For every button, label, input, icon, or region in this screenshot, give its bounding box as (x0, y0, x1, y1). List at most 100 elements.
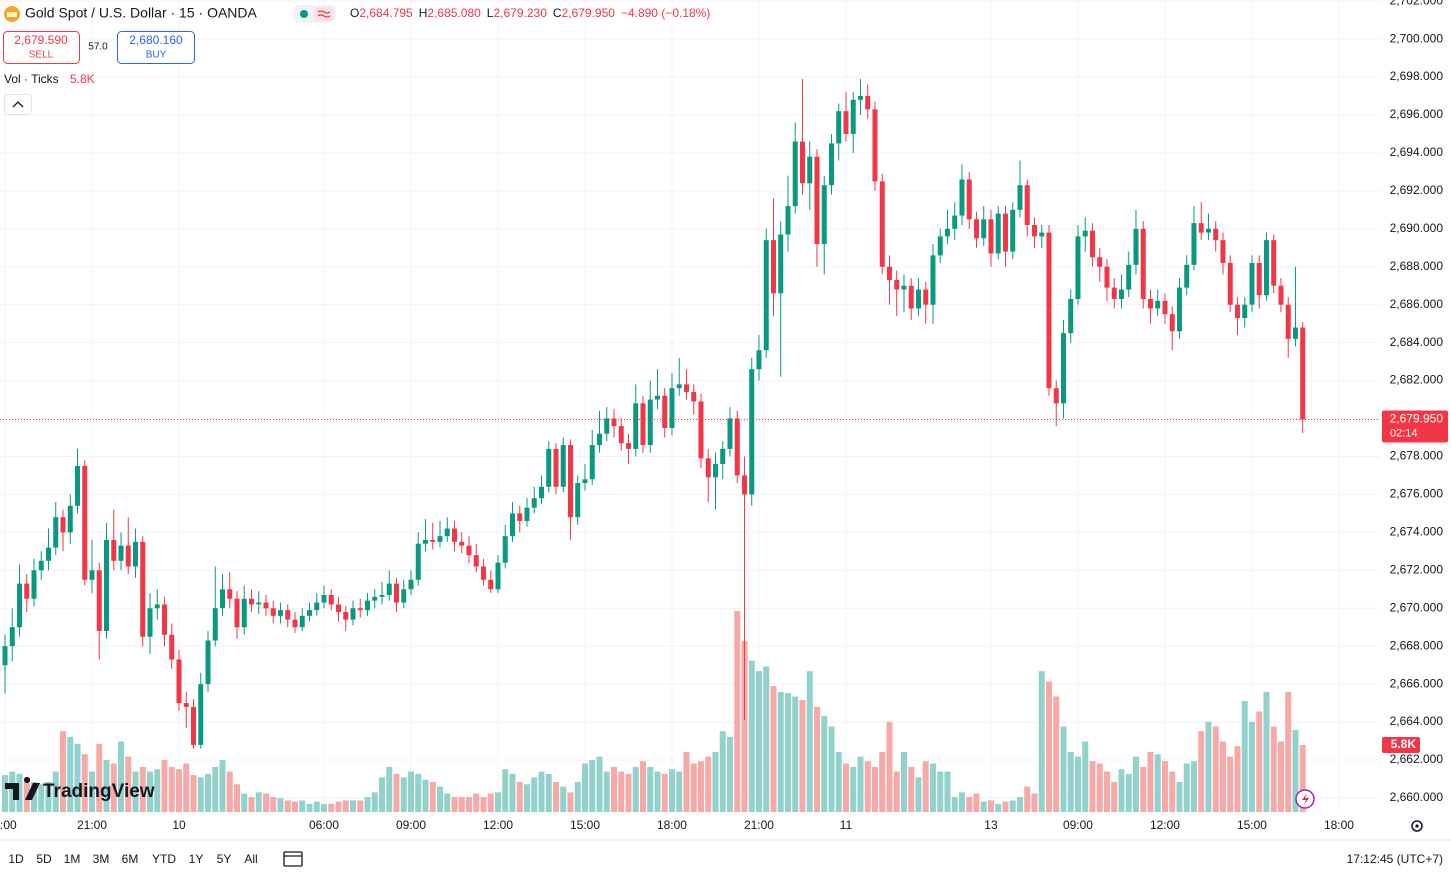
candle-body (488, 579, 494, 590)
symbol-icon-bar (7, 12, 17, 17)
y-tick-label: 2,670.000 (1390, 600, 1444, 614)
range-button[interactable]: All (244, 852, 257, 866)
candle-body (1039, 232, 1045, 237)
settings-icon[interactable] (1411, 820, 1423, 832)
x-tick-label: 8:00 (0, 818, 17, 832)
candle-body (712, 464, 718, 478)
candle-body (350, 608, 356, 620)
candle-body (850, 99, 856, 134)
volume-bar (31, 781, 38, 812)
candle-body (836, 111, 842, 144)
candle-body (1155, 300, 1161, 309)
volume-bar (792, 696, 799, 812)
volume-bar (596, 756, 603, 812)
volume-bar (436, 786, 443, 812)
volume-bar (190, 775, 197, 812)
volume-bar (545, 773, 552, 812)
volume-bar (349, 800, 356, 812)
candle-body (524, 507, 530, 521)
candle-body (53, 517, 59, 548)
collapse-button[interactable] (4, 94, 32, 115)
candle-body (1198, 223, 1204, 233)
y-tick-label: 2,694.000 (1390, 145, 1444, 159)
candle-body (821, 185, 827, 244)
candle-body (582, 479, 588, 484)
candle-body (799, 141, 805, 184)
candle-body (1249, 262, 1255, 305)
volume-bar (806, 671, 813, 812)
candle-body (749, 369, 755, 495)
candle-body (1271, 240, 1277, 286)
candle-body (894, 280, 900, 290)
candle-body (161, 604, 167, 635)
volume-bar (16, 773, 23, 812)
volume-bar (1219, 741, 1226, 812)
legend-value: 2,685.080 (427, 6, 481, 20)
symbol-title[interactable]: Gold Spot / U.S. Dollar · 15 · OANDA (25, 5, 258, 21)
candle-body (538, 486, 544, 499)
range-button[interactable]: 6M (122, 852, 139, 866)
candle-body (1263, 240, 1269, 296)
candle-body (1285, 304, 1291, 339)
candle-body (256, 602, 262, 605)
candle-body (31, 570, 37, 599)
range-button[interactable]: 1M (64, 852, 81, 866)
volume-bar (705, 756, 712, 812)
candle-body (923, 289, 929, 305)
candle-body (770, 240, 776, 294)
volume-bar (980, 801, 987, 812)
candle-body (698, 401, 704, 459)
volume-bar (755, 671, 762, 812)
volume-bar (893, 771, 900, 812)
range-button[interactable]: 5Y (217, 852, 232, 866)
volume-bar (908, 766, 915, 812)
buy-button[interactable] (117, 31, 195, 64)
candle-body (357, 608, 363, 611)
x-tick-label: 18:00 (1324, 818, 1354, 832)
volume-bar (726, 736, 733, 812)
volume-bar (1299, 745, 1306, 812)
volume-bar (1118, 769, 1125, 812)
candle-body (140, 541, 146, 637)
candle-body (328, 594, 334, 605)
candle-body (263, 602, 269, 609)
volume-bar (886, 721, 893, 812)
range-button[interactable]: 1Y (189, 852, 204, 866)
range-button[interactable]: YTD (152, 852, 176, 866)
candle-body (219, 589, 225, 609)
x-tick-label: 21:00 (77, 818, 107, 832)
sell-price: 2,679.590 (14, 33, 68, 47)
candle-body (430, 539, 436, 542)
volume-bar (879, 751, 886, 812)
logo-text[interactable]: TradingView (43, 781, 155, 802)
volume-bar (770, 686, 777, 812)
candle-body (118, 545, 124, 561)
market-open-dot (300, 10, 308, 18)
candle-body (944, 228, 950, 237)
volume-bar (777, 691, 784, 812)
volume-bar (328, 803, 335, 812)
volume-bar (386, 766, 393, 812)
volume-bar (632, 766, 639, 812)
sell-button[interactable] (3, 31, 80, 64)
candle-body (422, 539, 428, 544)
candle-body (1089, 230, 1095, 258)
volume-bar (900, 751, 907, 812)
candle-body (285, 610, 291, 620)
volume-bar (1277, 741, 1284, 812)
volume-bar (255, 792, 262, 812)
volume-bar (1125, 773, 1132, 812)
candle-body (807, 156, 813, 184)
x-tick-label: 10 (172, 818, 186, 832)
last-price-tag (1382, 410, 1448, 443)
volume-bar (465, 796, 472, 812)
candle-body (843, 111, 849, 134)
range-button[interactable]: 3M (93, 852, 110, 866)
range-button[interactable]: 1D (8, 852, 24, 866)
volume-bar (1263, 691, 1270, 812)
range-button[interactable]: 5D (36, 852, 52, 866)
calendar-icon[interactable] (283, 851, 303, 867)
candle-body (1068, 298, 1074, 334)
volume-bar (1154, 754, 1161, 812)
